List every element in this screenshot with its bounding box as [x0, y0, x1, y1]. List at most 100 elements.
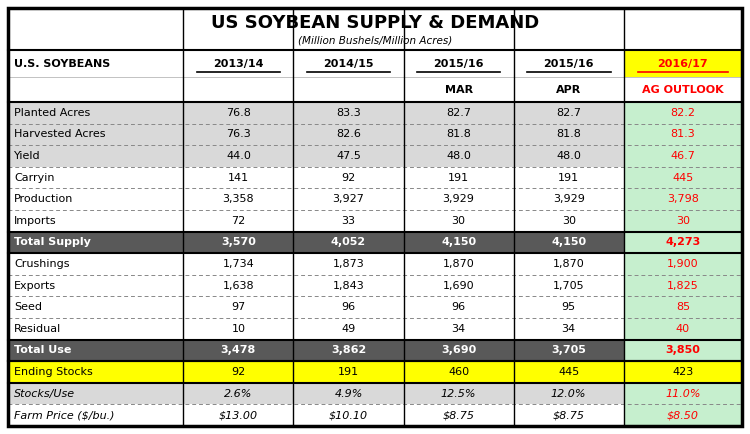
- Bar: [624, 296, 742, 318]
- Bar: [624, 232, 742, 253]
- Bar: [8, 77, 183, 102]
- Bar: [624, 145, 742, 167]
- Text: AG OUTLOOK: AG OUTLOOK: [642, 85, 724, 95]
- Text: 95: 95: [562, 302, 576, 312]
- Bar: [624, 124, 742, 145]
- Text: 3,929: 3,929: [442, 194, 475, 204]
- Text: 3,927: 3,927: [332, 194, 364, 204]
- Text: U.S. SOYBEANS: U.S. SOYBEANS: [14, 59, 110, 69]
- Text: 12.5%: 12.5%: [441, 388, 476, 398]
- Text: 48.0: 48.0: [446, 151, 471, 161]
- Bar: [183, 102, 293, 124]
- Bar: [514, 102, 624, 124]
- Text: Ending Stocks: Ending Stocks: [14, 367, 93, 377]
- Bar: [8, 124, 183, 145]
- Text: MAR: MAR: [445, 85, 472, 95]
- Text: Production: Production: [14, 194, 74, 204]
- Text: 191: 191: [558, 173, 579, 183]
- Text: 4,150: 4,150: [551, 237, 586, 247]
- Text: 30: 30: [452, 216, 466, 226]
- Text: Imports: Imports: [14, 216, 57, 226]
- Bar: [624, 361, 742, 383]
- Bar: [183, 339, 293, 361]
- Bar: [404, 77, 514, 102]
- Text: 49: 49: [341, 324, 356, 334]
- Text: 1,900: 1,900: [667, 259, 699, 269]
- Text: 2014/15: 2014/15: [323, 59, 374, 69]
- Bar: [514, 210, 624, 232]
- Bar: [404, 145, 514, 167]
- Text: 48.0: 48.0: [556, 151, 581, 161]
- Text: 3,862: 3,862: [331, 345, 366, 355]
- Text: Carryin: Carryin: [14, 173, 55, 183]
- Bar: [514, 296, 624, 318]
- Text: 3,929: 3,929: [553, 194, 585, 204]
- Text: Crushings: Crushings: [14, 259, 70, 269]
- Bar: [8, 296, 183, 318]
- Bar: [8, 145, 183, 167]
- Bar: [404, 361, 514, 383]
- Bar: [183, 361, 293, 383]
- Text: US SOYBEAN SUPPLY & DEMAND: US SOYBEAN SUPPLY & DEMAND: [211, 14, 539, 32]
- Bar: [293, 124, 404, 145]
- Text: 72: 72: [231, 216, 245, 226]
- Bar: [293, 318, 404, 339]
- Bar: [404, 296, 514, 318]
- Text: $13.00: $13.00: [219, 410, 258, 420]
- Bar: [404, 275, 514, 296]
- Text: 1,638: 1,638: [223, 281, 254, 291]
- Text: Farm Price ($/bu.): Farm Price ($/bu.): [14, 410, 115, 420]
- Text: 1,873: 1,873: [332, 259, 364, 269]
- Bar: [514, 275, 624, 296]
- Bar: [8, 383, 183, 404]
- Text: 82.6: 82.6: [336, 129, 361, 139]
- Text: 40: 40: [676, 324, 690, 334]
- Text: 2015/16: 2015/16: [433, 59, 484, 69]
- Bar: [293, 77, 404, 102]
- Bar: [293, 253, 404, 275]
- Bar: [514, 145, 624, 167]
- Text: 1,690: 1,690: [442, 281, 475, 291]
- Text: (Million Bushels/Million Acres): (Million Bushels/Million Acres): [298, 36, 452, 46]
- Bar: [624, 102, 742, 124]
- Text: 81.8: 81.8: [556, 129, 581, 139]
- Text: 1,870: 1,870: [442, 259, 475, 269]
- Bar: [8, 318, 183, 339]
- Bar: [293, 167, 404, 188]
- Text: 33: 33: [341, 216, 356, 226]
- Bar: [404, 253, 514, 275]
- Bar: [293, 232, 404, 253]
- Bar: [293, 188, 404, 210]
- Text: 2013/14: 2013/14: [213, 59, 264, 69]
- Bar: [293, 102, 404, 124]
- Text: 191: 191: [448, 173, 470, 183]
- Text: 85: 85: [676, 302, 690, 312]
- Bar: [514, 77, 624, 102]
- Bar: [624, 339, 742, 361]
- Bar: [404, 102, 514, 124]
- Bar: [8, 167, 183, 188]
- Bar: [183, 383, 293, 404]
- Bar: [293, 210, 404, 232]
- Bar: [624, 188, 742, 210]
- Text: $8.75: $8.75: [553, 410, 585, 420]
- Bar: [404, 50, 514, 77]
- Text: 4.9%: 4.9%: [334, 388, 363, 398]
- Text: 10: 10: [232, 324, 245, 334]
- Bar: [514, 167, 624, 188]
- Bar: [183, 275, 293, 296]
- Text: $8.50: $8.50: [667, 410, 699, 420]
- Bar: [624, 275, 742, 296]
- Text: 1,734: 1,734: [223, 259, 254, 269]
- Bar: [514, 50, 624, 77]
- Bar: [183, 210, 293, 232]
- Bar: [8, 275, 183, 296]
- Bar: [514, 188, 624, 210]
- Bar: [293, 383, 404, 404]
- Text: 191: 191: [338, 367, 359, 377]
- Text: 141: 141: [228, 173, 249, 183]
- Text: 1,825: 1,825: [667, 281, 699, 291]
- Bar: [183, 145, 293, 167]
- Bar: [514, 361, 624, 383]
- Text: 2015/16: 2015/16: [544, 59, 594, 69]
